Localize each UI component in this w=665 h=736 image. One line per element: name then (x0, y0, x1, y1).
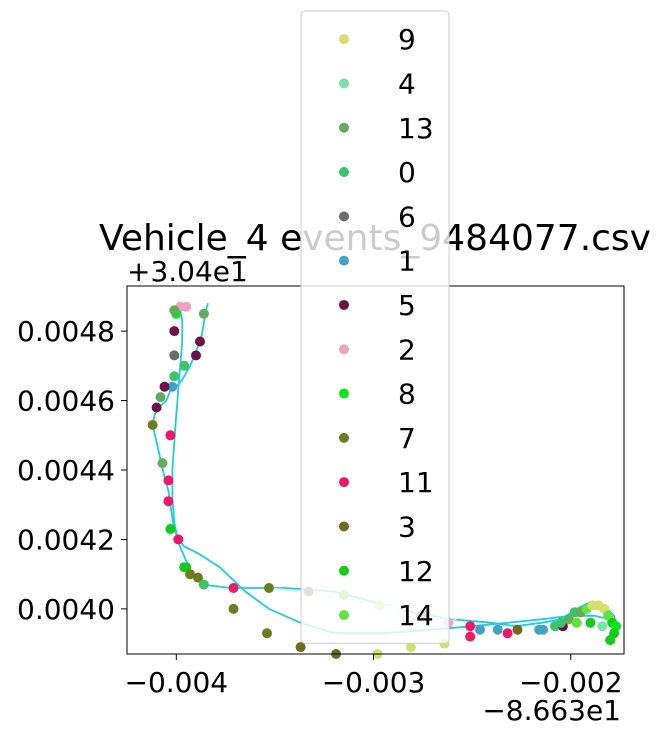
x-axis-ticks: −0.004 −0.003 −0.002 (124, 654, 623, 699)
data-point (465, 631, 476, 642)
y-axis-offset: +3.04e1 (127, 255, 248, 288)
y-tick-label: 0.0048 (17, 315, 115, 348)
y-axis-ticks: 0.0040 0.0042 0.0044 0.0046 0.0048 (17, 315, 127, 626)
data-point (169, 326, 180, 337)
x-tick-label: −0.002 (519, 666, 623, 699)
legend-marker (339, 167, 349, 178)
data-point (198, 308, 209, 319)
legend-label: 7 (398, 422, 416, 455)
data-point (193, 572, 203, 583)
data-point (198, 579, 209, 590)
legend-marker (339, 432, 349, 443)
y-tick-label: 0.0044 (17, 454, 115, 487)
legend-label: 14 (398, 599, 434, 632)
data-point (492, 624, 503, 635)
data-point (163, 496, 174, 507)
data-point (163, 475, 174, 486)
data-point (555, 617, 566, 628)
legend-label: 8 (398, 378, 416, 411)
legend-marker (339, 388, 349, 399)
legend-label: 2 (398, 333, 416, 366)
legend-box (300, 10, 450, 644)
legend-marker (339, 78, 349, 89)
data-point (228, 583, 239, 593)
data-point (563, 614, 574, 625)
data-point (571, 617, 582, 628)
legend-marker (339, 299, 349, 310)
legend-label: 5 (398, 289, 416, 322)
legend-marker (339, 565, 349, 576)
data-point (165, 430, 176, 441)
legend-marker (339, 122, 349, 133)
y-tick-label: 0.0042 (17, 523, 115, 556)
x-tick-label: −0.004 (124, 666, 228, 699)
legend-marker (339, 477, 349, 488)
data-point (191, 350, 201, 361)
legend-label: 9 (398, 23, 416, 56)
data-point (157, 458, 168, 469)
legend-marker (339, 344, 349, 355)
data-point (585, 617, 596, 628)
data-point (538, 624, 549, 635)
y-tick-label: 0.0046 (17, 385, 115, 418)
data-point (159, 381, 170, 392)
legend-label: 12 (398, 555, 434, 588)
legend-label: 6 (398, 200, 416, 233)
data-point (475, 624, 485, 635)
data-point (185, 569, 196, 580)
x-axis-offset: −8.663e1 (482, 694, 621, 727)
legend-marker (339, 521, 349, 532)
data-point (195, 336, 205, 347)
data-point (465, 621, 476, 632)
legend-marker (339, 211, 349, 222)
legend-label: 4 (398, 67, 416, 100)
data-point (179, 360, 190, 371)
data-point (151, 402, 162, 413)
data-point (512, 624, 523, 635)
data-point (155, 392, 166, 403)
legend-marker (339, 610, 349, 621)
x-tick-label: −0.003 (322, 666, 426, 699)
data-point (169, 371, 180, 382)
data-point (169, 350, 180, 361)
data-point (605, 635, 616, 646)
data-point (167, 381, 178, 392)
data-point (502, 628, 513, 639)
data-point (597, 621, 608, 632)
legend-label: 13 (398, 112, 434, 145)
legend-marker (339, 34, 349, 45)
data-point (169, 305, 180, 316)
data-point (173, 534, 184, 545)
legend-label: 3 (398, 510, 416, 543)
legend-label: 0 (398, 156, 416, 189)
legend-label: 1 (398, 245, 416, 278)
data-point (147, 419, 158, 430)
y-tick-label: 0.0040 (17, 593, 115, 626)
data-point (262, 628, 272, 639)
data-point (165, 524, 176, 534)
legend-marker (339, 255, 349, 266)
legend: 9 4 13 0 6 1 5 2 8 7 11 3 12 14 (300, 10, 450, 644)
data-point (264, 583, 274, 593)
data-point (228, 603, 239, 614)
legend-label: 11 (398, 466, 434, 499)
scatter-points (147, 301, 622, 659)
data-point (406, 642, 416, 653)
data-point (295, 642, 306, 653)
